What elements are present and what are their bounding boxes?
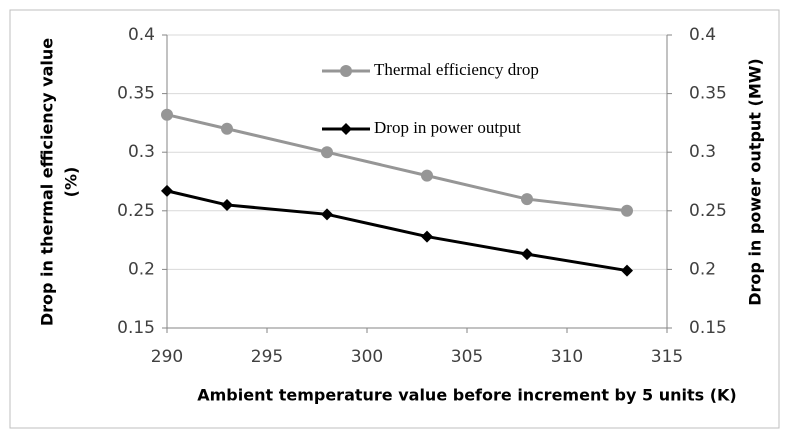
x-tick-label: 290: [151, 347, 183, 367]
x-tick-label: 300: [351, 347, 383, 367]
chart-border: [9, 9, 780, 429]
marker: [621, 204, 633, 217]
y2-tick-label: 0.15: [689, 318, 727, 338]
y2-axis-label: Drop in power output (MW): [746, 58, 765, 305]
legend-label: Drop in power output: [374, 118, 521, 137]
marker: [161, 108, 173, 121]
y2-tick-label: 0.2: [689, 259, 716, 279]
marker: [621, 264, 633, 277]
y-tick-label: 0.4: [128, 25, 155, 45]
marker: [521, 248, 533, 261]
legend-label: Thermal efficiency drop: [374, 60, 539, 79]
series-line: [166, 189, 628, 273]
marker: [340, 65, 352, 77]
y-axis-label: (%): [62, 167, 81, 198]
marker: [340, 123, 352, 135]
y-axis-label: Drop in thermal efficiency value: [38, 38, 57, 326]
y-tick-label: 0.15: [117, 318, 155, 338]
x-tick-label: 295: [251, 347, 283, 367]
y-tick-label: 0.35: [117, 84, 155, 104]
series-line: [166, 113, 628, 213]
x-tick-label: 305: [451, 347, 483, 367]
marker: [161, 184, 173, 197]
y-tick-label: 0.25: [117, 201, 155, 221]
y2-tick-label: 0.35: [689, 84, 727, 104]
y2-tick-label: 0.4: [689, 25, 716, 45]
y-tick-label: 0.2: [128, 259, 155, 279]
x-tick-label: 310: [551, 347, 583, 367]
x-tick-label: 315: [651, 347, 683, 367]
marker: [421, 169, 433, 182]
marker: [321, 208, 333, 221]
x-axis-label: Ambient temperature value before increme…: [197, 386, 736, 405]
marker: [321, 146, 333, 159]
y2-tick-label: 0.3: [689, 142, 716, 162]
marker: [421, 230, 433, 243]
marker: [221, 122, 233, 135]
y2-tick-label: 0.25: [689, 201, 727, 221]
marker: [521, 193, 533, 206]
marker: [221, 198, 233, 211]
y-tick-label: 0.3: [128, 142, 155, 162]
